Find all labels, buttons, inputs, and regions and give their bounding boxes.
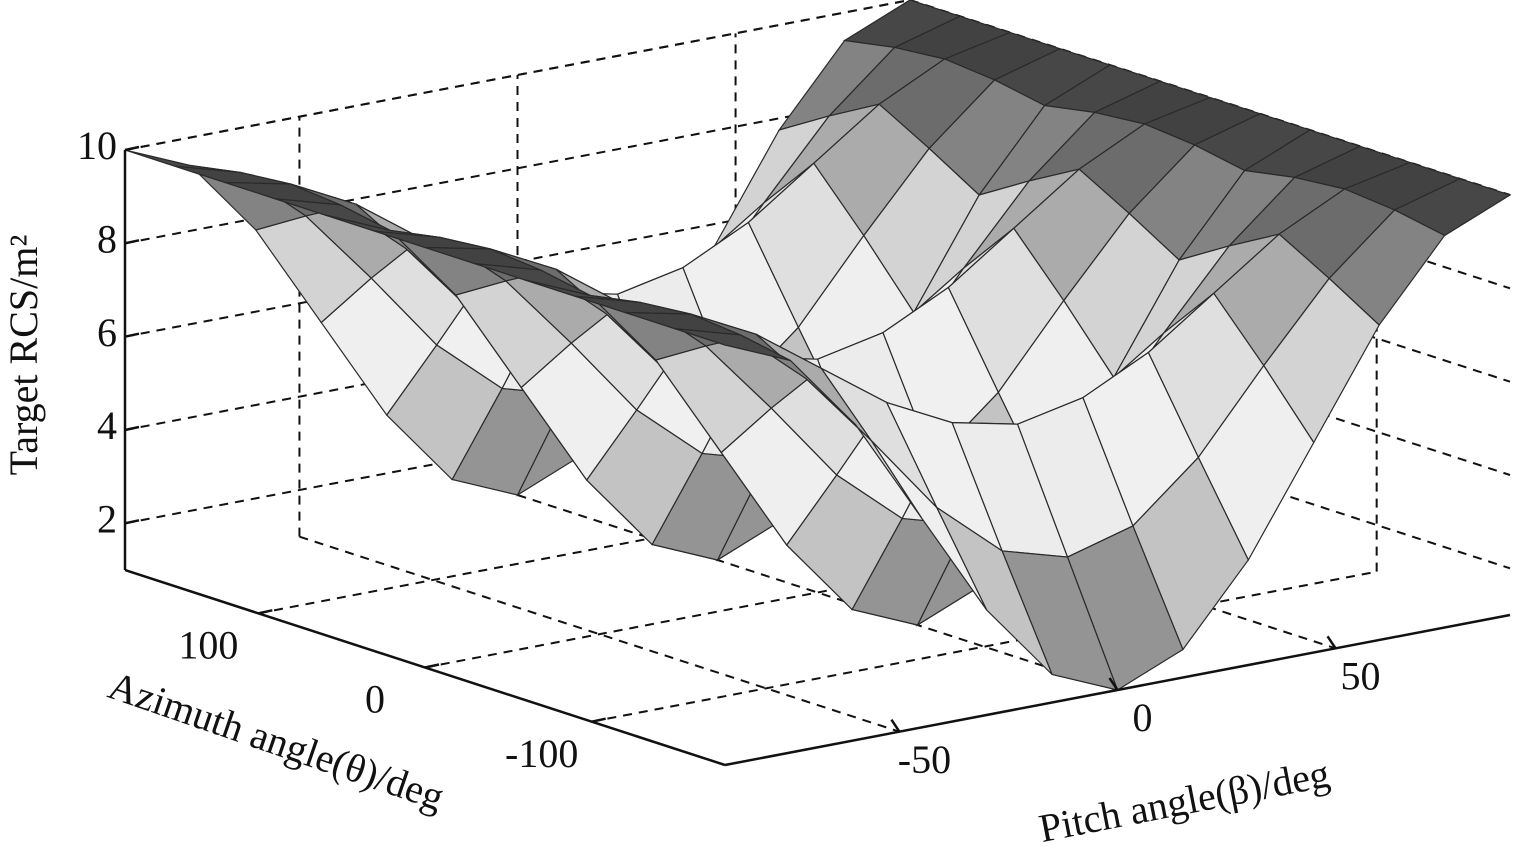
tick: [1108, 677, 1119, 691]
z-tick-label: 2: [97, 497, 117, 542]
surface: [124, 0, 1512, 691]
surface-cell: [174, 165, 291, 185]
grid-line: [124, 185, 911, 338]
tick: [890, 718, 901, 733]
x-tick-label: 0: [365, 677, 385, 722]
tick: [124, 239, 140, 245]
z-tick-label: 4: [97, 403, 117, 448]
y-tick-label: 50: [1341, 654, 1381, 699]
x-tick-label: 100: [178, 623, 238, 668]
y-tick-label: 0: [1133, 695, 1153, 740]
y-tick-label: -50: [898, 737, 951, 782]
surface-cell: [674, 328, 791, 362]
grid-line: [424, 516, 1211, 669]
z-tick-label: 8: [97, 217, 117, 262]
y-axis-label: Pitch angle(β)/deg: [1035, 751, 1333, 851]
z-tick-label: 10: [77, 123, 117, 168]
grid-line: [258, 462, 1044, 615]
tick: [124, 519, 140, 525]
tick: [424, 663, 440, 669]
grid-line: [124, 0, 911, 151]
tick: [124, 425, 140, 432]
x-axis-label: Azimuth angle(θ)/deg: [103, 662, 450, 819]
x-tick-label: -100: [505, 731, 578, 776]
grid-line: [124, 372, 911, 525]
axes: 2 4 6 8 10 -100 0 100 -50 0 50: [77, 123, 1511, 782]
tick: [1326, 635, 1337, 650]
grid-line: [591, 570, 1377, 723]
tick: [124, 332, 140, 338]
tick: [591, 717, 606, 723]
z-tick-label: 6: [97, 310, 117, 355]
z-axis-label: Target RCS/m²: [1, 235, 46, 476]
tick: [258, 609, 273, 615]
grid-line: [124, 279, 911, 431]
tick: [124, 145, 140, 152]
